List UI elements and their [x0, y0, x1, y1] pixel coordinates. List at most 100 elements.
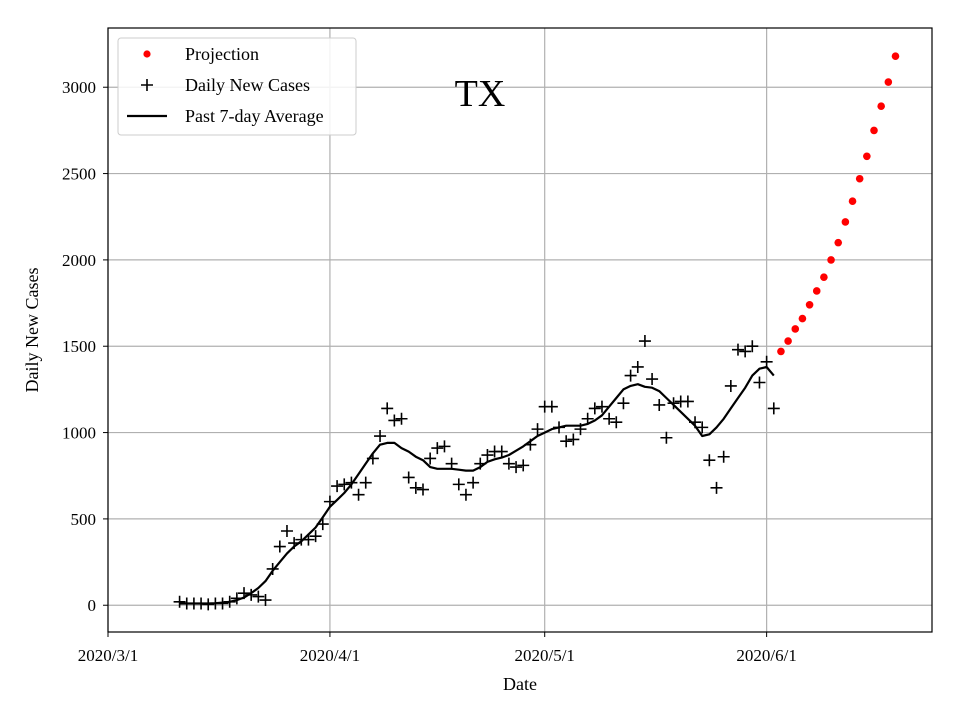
daily-cases-point [646, 373, 659, 386]
daily-cases-point [739, 345, 752, 358]
daily-cases-point [273, 540, 286, 553]
projection-point [820, 273, 828, 281]
daily-cases-point [545, 400, 558, 413]
daily-cases-point [631, 360, 644, 373]
daily-cases-point [467, 476, 480, 489]
daily-cases-point [624, 369, 637, 382]
daily-cases-point [238, 587, 251, 600]
daily-cases-point [581, 412, 594, 425]
daily-cases-point [638, 335, 651, 348]
projection-point [805, 300, 814, 309]
daily-cases-point [481, 449, 494, 462]
y-tick-label: 500 [71, 510, 97, 529]
projection-point [870, 126, 878, 135]
daily-cases-point [510, 461, 523, 474]
legend-cases-label: Daily New Cases [185, 75, 310, 95]
daily-cases-point [409, 481, 422, 494]
daily-cases-point [760, 355, 773, 368]
daily-cases-point [595, 400, 608, 413]
daily-cases-point [588, 402, 601, 415]
daily-cases-point [323, 495, 336, 508]
legend-projection-label: Projection [185, 44, 259, 64]
y-tick-label: 1000 [62, 424, 96, 443]
daily-cases-point [603, 412, 616, 425]
daily-cases-point [352, 488, 365, 501]
daily-cases-point [452, 478, 465, 491]
daily-cases-point [252, 590, 265, 603]
daily-cases-point [302, 533, 315, 546]
daily-cases-point [660, 431, 673, 444]
projection-point [884, 78, 893, 86]
daily-cases-point [445, 457, 458, 470]
legend-cases-marker [141, 79, 153, 91]
daily-cases-point [531, 423, 544, 436]
daily-cases-point [416, 483, 429, 496]
daily-cases-point [753, 376, 766, 389]
average-line [179, 365, 775, 605]
projection-point [827, 256, 835, 264]
projection-point [848, 197, 857, 205]
x-tick-label: 2020/6/1 [736, 646, 796, 665]
projection-point [877, 102, 885, 111]
daily-cases-point [359, 476, 372, 489]
projection-point [841, 218, 850, 226]
daily-cases-point [553, 421, 566, 434]
projection-point [834, 238, 843, 247]
daily-cases-point [245, 588, 258, 601]
daily-cases-point [438, 440, 451, 453]
daily-cases-point [230, 592, 243, 605]
daily-cases-point [703, 454, 716, 467]
daily-cases-point [681, 395, 694, 408]
daily-cases-point [710, 481, 723, 494]
projection-point [855, 174, 864, 183]
y-tick-label: 0 [88, 596, 97, 615]
daily-cases-point [724, 379, 737, 392]
daily-cases-point [195, 597, 208, 610]
daily-cases-point [374, 430, 387, 443]
daily-cases-point [617, 397, 630, 410]
y-axis-label: Daily New Cases [22, 268, 42, 393]
projection-point [812, 287, 821, 295]
y-tick-label: 3000 [62, 78, 96, 97]
daily-cases-point [259, 594, 272, 607]
daily-cases-point [216, 597, 229, 610]
daily-cases-point [667, 397, 680, 410]
daily-cases-point [567, 433, 580, 446]
projection-point [777, 347, 785, 356]
daily-cases-point [431, 442, 444, 455]
daily-cases-point [502, 457, 515, 470]
daily-cases-point [388, 414, 401, 427]
daily-cases-point [395, 412, 408, 425]
daily-cases-point [696, 421, 709, 434]
daily-cases-point [610, 416, 623, 429]
daily-cases-point [717, 450, 730, 463]
plot-frame [107, 27, 933, 633]
legend-projection-marker [143, 50, 151, 58]
daily-cases-point [173, 595, 186, 608]
daily-cases-point [424, 452, 437, 465]
x-tick-label: 2020/3/1 [78, 646, 138, 665]
daily-cases-point [280, 524, 293, 537]
projection-point [784, 337, 792, 345]
daily-cases-point [402, 471, 415, 484]
daily-cases-point [524, 438, 537, 451]
projection-point [798, 314, 807, 323]
daily-cases-point [459, 488, 472, 501]
daily-cases-point [560, 435, 573, 448]
projection-point [791, 325, 800, 333]
daily-cases-point [309, 530, 322, 543]
chart-marks [173, 52, 900, 611]
x-tick-label: 2020/4/1 [300, 646, 360, 665]
x-axis-label: Date [503, 674, 537, 694]
daily-cases-point [381, 402, 394, 415]
legend-average-label: Past 7-day Average [185, 106, 324, 126]
daily-cases-point [574, 423, 587, 436]
daily-cases-point [331, 480, 344, 493]
projection-point [891, 52, 900, 60]
daily-cases-point [266, 562, 279, 575]
daily-cases-point [202, 598, 215, 611]
ticks: 2020/3/1 2020/4/1 2020/5/1 2020/6/1 0 500 1000… [62, 78, 797, 665]
daily-cases-point [689, 416, 702, 429]
x-tick-label: 2020/5/1 [514, 646, 574, 665]
